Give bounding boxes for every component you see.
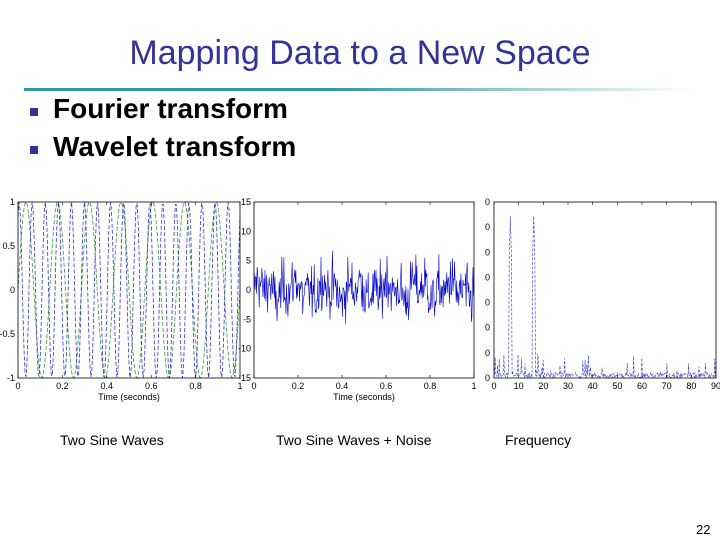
x-tick-label: 80 xyxy=(686,381,696,391)
y-tick-label: 10 xyxy=(241,226,251,236)
x-tick-label: 10 xyxy=(514,381,524,391)
y-tick-label: 1 xyxy=(10,197,15,207)
sine-wave-series xyxy=(17,201,241,379)
page-number: 22 xyxy=(696,522,711,537)
y-tick-label: 0.5 xyxy=(2,241,15,251)
y-tick-label: 0 xyxy=(485,222,490,232)
x-tick-label: 0.4 xyxy=(101,381,114,391)
x-tick-label: 90 xyxy=(711,381,720,391)
y-tick-label: -1 xyxy=(7,373,15,383)
y-tick-label: 0 xyxy=(485,348,490,358)
caption-two-sine-waves-noise: Two Sine Waves + Noise xyxy=(276,432,432,448)
x-tick-label: 30 xyxy=(563,381,573,391)
caption-two-sine-waves: Two Sine Waves xyxy=(60,432,164,448)
x-tick-label: 0.6 xyxy=(380,381,393,391)
x-tick-label: 40 xyxy=(588,381,598,391)
spectrum-series xyxy=(493,216,717,380)
noisy-signal-series xyxy=(253,250,475,325)
x-axis-label: Time (seconds) xyxy=(98,392,160,402)
x-tick-label: 0.2 xyxy=(56,381,69,391)
y-tick-label: -0.5 xyxy=(0,329,15,339)
x-tick-label: 0 xyxy=(251,381,256,391)
x-tick-label: 0.8 xyxy=(424,381,437,391)
y-tick-label: -15 xyxy=(238,373,251,383)
x-tick-label: 0 xyxy=(15,381,20,391)
x-tick-label: 60 xyxy=(637,381,647,391)
y-tick-label: -10 xyxy=(238,344,251,354)
y-tick-label: 15 xyxy=(241,197,251,207)
x-tick-label: 0.4 xyxy=(336,381,349,391)
x-axis-label: Time (seconds) xyxy=(333,392,395,402)
two-sine-waves-plot: 0 0.2 0.4 0.6 0.8 1 1 0.5 0 -0.5 -1 Time (seconds) xyxy=(0,197,243,402)
y-tick-label: 0 xyxy=(485,272,490,282)
y-tick-label: -5 xyxy=(243,314,251,324)
y-tick-label: 5 xyxy=(246,256,251,266)
y-tick-label: 0 xyxy=(10,285,15,295)
bullet-text: Wavelet transform xyxy=(53,131,297,162)
y-tick-label: 0 xyxy=(485,323,490,333)
y-tick-label: 0 xyxy=(485,298,490,308)
x-tick-label: 50 xyxy=(612,381,622,391)
x-tick-label: 20 xyxy=(538,381,548,391)
x-tick-label: 1 xyxy=(237,381,242,391)
y-tick-label: 0 xyxy=(485,373,490,383)
y-tick-label: 0 xyxy=(246,285,251,295)
sine-plus-noise-plot: 0 0.2 0.4 0.6 0.8 1 15 10 5 0 -5 -10 -15 Time (second… xyxy=(238,197,477,402)
sine-wave-series xyxy=(17,201,241,379)
x-tick-label: 0.6 xyxy=(145,381,158,391)
bullet-square-icon xyxy=(30,146,38,154)
plot-frame xyxy=(253,201,475,379)
x-tick-label: 1 xyxy=(471,381,476,391)
bullet-text: Fourier transform xyxy=(53,93,288,124)
plot-frame xyxy=(493,201,717,379)
slide-title: Mapping Data to a New Space xyxy=(129,34,591,72)
x-tick-label: 70 xyxy=(662,381,672,391)
x-tick-label: 0 xyxy=(491,381,496,391)
y-tick-label: 0 xyxy=(485,247,490,257)
y-tick-label: 0 xyxy=(485,197,490,207)
x-tick-label: 0.2 xyxy=(292,381,305,391)
bullet-square-icon xyxy=(30,108,38,116)
x-tick-label: 0.8 xyxy=(189,381,202,391)
title-divider xyxy=(24,88,694,91)
plot-frame xyxy=(17,201,241,379)
caption-frequency: Frequency xyxy=(505,432,572,448)
